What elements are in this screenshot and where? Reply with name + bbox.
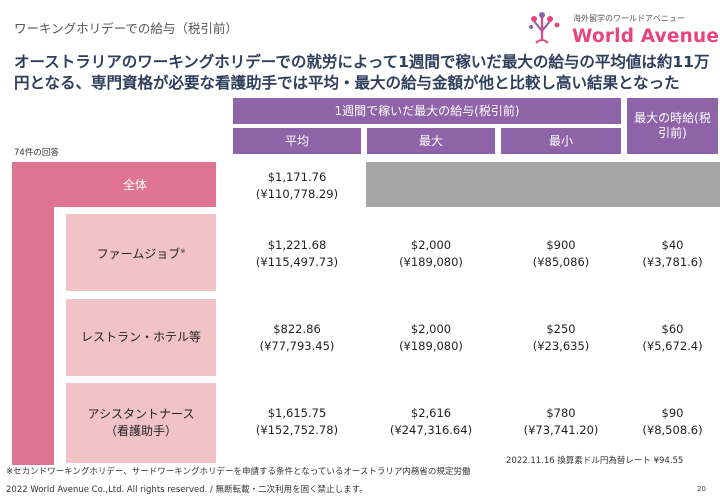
total-avg-usd: $1,171.76: [267, 170, 327, 184]
farm-hourly-yen: (¥3,781.6): [642, 255, 703, 269]
nurse-max-yen: (¥247,316.64): [389, 423, 473, 437]
farm-avg-cell: $1,221.68 (¥115,497.73): [233, 237, 361, 271]
row-label-nurse-sub: （看護助手）: [104, 424, 177, 438]
total-avg-cell: $1,171.76 (¥110,778.29): [233, 169, 361, 203]
footnote: ※セカンドワーキングホリデー、サードワーキングホリデーを申請する条件となっている…: [6, 467, 471, 477]
slide-headline: オーストラリアのワーキングホリデーでの就労によって1週間で稼いだ最大の給与の平均…: [14, 53, 710, 92]
farm-min-yen: (¥85,086): [532, 255, 590, 269]
farm-max-usd: $2,000: [410, 238, 452, 252]
copyright-footer: 2022 World Avenue Co.,Ltd. All rights re…: [6, 485, 368, 495]
total-avg-yen: (¥110,778.29): [255, 187, 339, 201]
total-bar-vertical: [12, 162, 54, 465]
restaurant-hourly-cell: $60 (¥5,672.4): [627, 321, 718, 355]
response-count: 74件の回答: [14, 148, 59, 158]
farm-avg-usd: $1,221.68: [267, 238, 327, 252]
farm-hourly-cell: $40 (¥3,781.6): [627, 237, 718, 271]
farm-max-yen: (¥189,080): [399, 255, 463, 269]
restaurant-hourly-yen: (¥5,672.4): [642, 339, 703, 353]
hourly-header: 最大の時給(税引前): [627, 98, 718, 154]
col-header-min: 最小: [501, 128, 621, 154]
nurse-min-yen: (¥73,741.20): [523, 423, 599, 437]
row-label-nurse-text: アシスタントナース: [87, 407, 195, 421]
group-header: 1週間で稼いだ最大の給与(税引前): [233, 98, 621, 124]
col-header-avg: 平均: [233, 128, 361, 154]
hourly-header-label: 最大の時給(税引前): [634, 111, 711, 140]
exchange-rate-note: 2022.11.16 換算素ドル円為替レート ¥94.55: [506, 456, 684, 466]
col-header-avg-label: 平均: [284, 133, 309, 148]
nurse-avg-usd: $1,615.75: [267, 406, 327, 420]
row-label-restaurant: レストラン・ホテル等: [66, 299, 216, 376]
restaurant-max-usd: $2,000: [410, 322, 452, 336]
total-empty-cells: [366, 162, 720, 207]
row-label-farm-text: ファームジョブ: [96, 246, 181, 261]
nurse-hourly-yen: (¥8,508.6): [642, 423, 703, 437]
farm-avg-yen: (¥115,497.73): [255, 255, 339, 269]
restaurant-hourly-usd: $60: [661, 322, 684, 336]
restaurant-avg-usd: $822.86: [273, 322, 321, 336]
page-number: 20: [697, 485, 706, 493]
col-header-max-label: 最大: [418, 133, 443, 148]
col-header-min-label: 最小: [548, 133, 573, 148]
farm-max-cell: $2,000 (¥189,080): [367, 237, 495, 271]
logo-tagline: 海外留学のワールドアベニュー: [573, 14, 685, 23]
restaurant-min-yen: (¥23,635): [532, 339, 590, 353]
nurse-min-usd: $780: [546, 406, 576, 420]
row-label-nurse: アシスタントナース （看護助手）: [66, 383, 216, 463]
nurse-avg-cell: $1,615.75 (¥152,752.78): [233, 405, 361, 439]
nurse-max-cell: $2,616 (¥247,316.64): [367, 405, 495, 439]
farm-hourly-usd: $40: [661, 238, 684, 252]
nurse-hourly-cell: $90 (¥8,508.6): [627, 405, 718, 439]
restaurant-min-usd: $250: [546, 322, 576, 336]
restaurant-avg-cell: $822.86 (¥77,793.45): [233, 321, 361, 355]
total-label-text: 全体: [122, 178, 147, 192]
footnote-mark: ※: [180, 247, 186, 255]
group-header-label: 1週間で稼いだ最大の給与(税引前): [334, 103, 520, 118]
nurse-max-usd: $2,616: [410, 406, 452, 420]
world-avenue-logo-icon: [529, 12, 560, 44]
nurse-hourly-usd: $90: [661, 406, 684, 420]
restaurant-min-cell: $250 (¥23,635): [501, 321, 621, 355]
restaurant-max-yen: (¥189,080): [399, 339, 463, 353]
total-bar-horizontal: [12, 162, 216, 207]
row-label-restaurant-text: レストラン・ホテル等: [80, 330, 201, 344]
total-label: 全体: [54, 162, 216, 207]
farm-min-usd: $900: [546, 238, 576, 252]
nurse-min-cell: $780 (¥73,741.20): [501, 405, 621, 439]
col-header-max: 最大: [367, 128, 495, 154]
logo-name: World Avenue: [572, 26, 720, 47]
nurse-avg-yen: (¥152,752.78): [255, 423, 339, 437]
restaurant-max-cell: $2,000 (¥189,080): [367, 321, 495, 355]
row-label-farm: ファームジョブ※: [66, 214, 216, 291]
restaurant-avg-yen: (¥77,793.45): [259, 339, 335, 353]
slide-label: ワーキングホリデーでの給与（税引前）: [14, 21, 238, 36]
farm-min-cell: $900 (¥85,086): [501, 237, 621, 271]
